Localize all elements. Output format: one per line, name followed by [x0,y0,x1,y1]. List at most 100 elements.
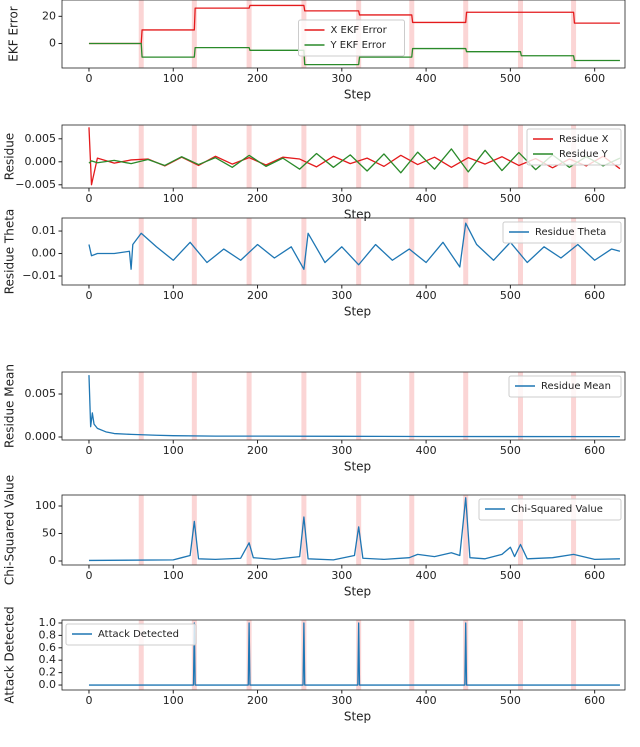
y-tick-label: 50 [42,526,56,539]
x-tick-label: 300 [331,289,352,302]
attack-highlight [191,0,197,68]
attack-highlight [463,372,469,440]
legend-label: Attack Detected [98,629,179,640]
x-tick-label: 600 [584,569,605,582]
attack-highlight [409,125,415,188]
attack-highlight [463,218,469,285]
series-line [88,4,620,45]
panel: 0 100 200 300 400 500 600 0 20 Step EKF Error X EKF… [7,0,626,102]
legend-box [508,375,622,398]
attack-highlight [517,372,523,440]
series-line [88,375,620,438]
plot-frame [61,124,626,189]
attack-highlight [246,218,252,285]
legend: Attack Detected [65,623,197,646]
x-tick-label: 100 [163,694,184,707]
legend-label: Chi-Squared Value [511,504,603,515]
y-tick-label: 0.6 [39,641,57,654]
attack-highlight [517,218,523,285]
x-tick-label: 300 [331,569,352,582]
y-tick-label: −0.01 [22,269,56,282]
plot-frame [61,619,626,691]
attack-highlight [246,372,252,440]
legend-box [65,623,197,646]
panel: 0 100 200 300 400 500 600 0.00.20.40.60.81.0 Ste… [3,606,626,724]
panel: 0 100 200 300 400 500 600−0.0050.0000.005StepR… [3,124,626,222]
y-axis-label: Chi-Squared Value [3,475,17,585]
attack-highlight [191,125,197,188]
panel: 0 100 200 300 400 500 600 0 50 100 Step Chi-Squared… [3,475,626,599]
y-tick-label: 0.005 [25,132,57,145]
legend-label: X EKF Error [331,25,388,36]
x-axis-label: Step [344,460,371,474]
x-tick-label: 500 [500,72,521,85]
x-tick-label: 100 [163,444,184,457]
y-tick-label: 1.0 [39,616,57,629]
legend-box [526,128,622,166]
x-tick-label: 500 [500,289,521,302]
attack-highlight [246,0,252,68]
y-tick-label: 0.2 [39,666,57,679]
y-tick-label: 0.01 [32,224,57,237]
x-tick-label: 600 [584,72,605,85]
y-axis-label: Residue Mean [3,364,17,448]
series-line [88,622,620,686]
x-tick-label: 400 [416,192,437,205]
legend-box [298,19,405,57]
attack-highlight [246,125,252,188]
attack-highlight [301,218,307,285]
x-tick-label: 500 [500,444,521,457]
attack-highlight [356,218,362,285]
attack-highlight [301,495,307,565]
attack-highlight [138,372,144,440]
panel: 0 100 200 300 400 500 600 0.000 0.005 Step Residue… [3,364,626,474]
attack-highlight [246,495,252,565]
attack-highlight [409,0,415,68]
plot-area [88,218,621,285]
x-tick-label: 200 [247,72,268,85]
plot-area [88,372,620,440]
x-tick-label: 600 [584,444,605,457]
x-tick-label: 200 [247,694,268,707]
legend: Residue Mean [508,375,622,398]
attack-highlight [191,372,197,440]
x-axis-label: Step [344,305,371,319]
x-axis-label: Step [344,88,371,102]
x-tick-label: 100 [163,289,184,302]
legend: X EKF Error Y EKF Error [298,19,405,57]
x-tick-label: 400 [416,444,437,457]
x-tick-label: 300 [331,444,352,457]
legend-label: Residue Y [559,149,609,160]
attack-highlight [409,620,415,690]
x-axis-label: Step [344,710,371,724]
plot-frame [61,0,626,69]
x-tick-label: 200 [247,289,268,302]
x-tick-label: 400 [416,569,437,582]
x-tick-label: 400 [416,72,437,85]
y-tick-label: 0 [49,554,56,567]
attack-highlight [356,125,362,188]
plot-area [88,620,620,690]
x-tick-label: 200 [247,192,268,205]
legend-box [478,498,622,521]
attack-highlight [571,495,577,565]
panel: 0 100 200 300 400 500 600 −0.01 0.00 0.01 Step Resi… [3,209,626,319]
legend-label: Residue Theta [535,227,606,238]
x-tick-label: 500 [500,694,521,707]
x-tick-label: 400 [416,694,437,707]
y-tick-label: 20 [42,9,56,22]
legend-box [502,221,622,244]
x-tick-label: 0 [85,569,92,582]
y-axis-label: Attack Detected [3,606,17,703]
y-tick-label: −0.005 [15,178,56,191]
x-tick-label: 100 [163,569,184,582]
x-tick-label: 200 [247,569,268,582]
x-tick-label: 0 [85,694,92,707]
x-tick-label: 0 [85,444,92,457]
legend-label: Y EKF Error [330,40,387,51]
x-tick-label: 300 [331,192,352,205]
x-tick-label: 400 [416,289,437,302]
y-tick-label: 0.0 [39,678,57,691]
legend-label: Residue X [559,134,609,145]
